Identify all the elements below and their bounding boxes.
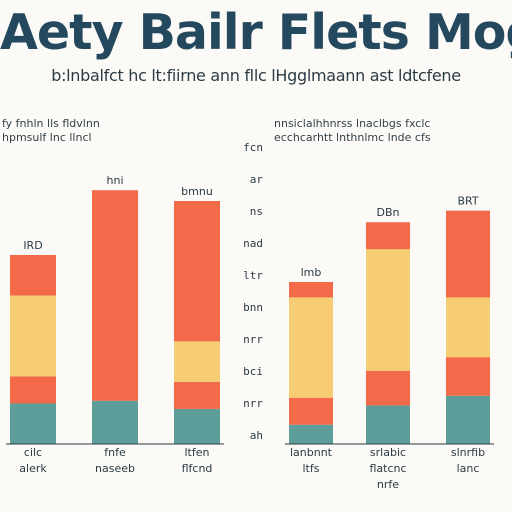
chart-title: Aety Bailr Flets Mogfy [0, 4, 512, 61]
bar-segment [366, 405, 410, 444]
y-tick-label: ltr [243, 269, 263, 282]
bar-top-label: BRT [457, 195, 478, 208]
x-category-label: lanbnnt [290, 446, 333, 459]
chart-note: fy fnhln lls fldvlnn [2, 117, 100, 130]
bar-segment [174, 201, 220, 342]
bar-segment [174, 381, 220, 409]
x-category-label: srlabic [370, 446, 406, 459]
bar-segment [10, 376, 56, 404]
bar-top-label: DBn [377, 206, 400, 219]
bar-segment [289, 424, 333, 444]
right-chart-panel: nnsiclalhhnrss lnaclbgs fxclcecchcarhtt … [243, 117, 494, 491]
bar-top-label: lmb [301, 266, 322, 279]
y-tick-label: nrr [243, 397, 263, 410]
y-tick-label: fcn [243, 141, 263, 154]
x-category-label: cilc [24, 446, 42, 459]
bar-segment [289, 282, 333, 298]
x-category-label: alerk [19, 462, 47, 475]
x-category-label: flatcnc [369, 462, 406, 475]
bar-segment [92, 190, 138, 401]
chart-note: ecchcarhtt lnthnlmc lnde cfs [274, 131, 431, 144]
y-tick-label: bnn [243, 301, 263, 314]
bar-segment [10, 295, 56, 377]
chart-note: hpmsulf lnc llncl [2, 131, 92, 144]
x-category-label: ltfen [185, 446, 210, 459]
x-category-label: nrfe [377, 478, 399, 491]
bar-segment [10, 403, 56, 444]
y-tick-label: nad [243, 237, 263, 250]
bar-segment [289, 397, 333, 425]
bar-segment [174, 408, 220, 444]
bar-segment [446, 297, 490, 358]
x-category-label: flfcnd [182, 462, 213, 475]
bar-segment [366, 222, 410, 250]
y-tick-label: ar [250, 173, 264, 186]
bar-segment [366, 370, 410, 406]
bar-segment [366, 249, 410, 371]
bar-segment [446, 210, 490, 298]
bar-segment [10, 255, 56, 296]
y-tick-label: bci [243, 365, 263, 378]
x-category-label: ltfs [303, 462, 320, 475]
y-tick-label: nrr [243, 333, 263, 346]
y-tick-label: ns [250, 205, 263, 218]
x-category-label: slnrfib [451, 446, 485, 459]
bar-top-label: bmnu [181, 185, 213, 198]
bar-top-label: IRD [23, 239, 42, 252]
bar-top-label: hni [107, 174, 124, 187]
x-category-label: fnfe [104, 446, 126, 459]
chart-subtitle: b:lnbalfct hc lt:fiirne ann fllc lHgglma… [51, 66, 461, 85]
bar-segment [289, 297, 333, 398]
x-category-label: lanc [457, 462, 480, 475]
chart-note: nnsiclalhhnrss lnaclbgs fxclc [274, 117, 430, 130]
bar-segment [92, 400, 138, 444]
bar-segment [446, 357, 490, 396]
bar-segment [174, 341, 220, 382]
x-category-label: naseeb [95, 462, 135, 475]
y-tick-label: ah [250, 429, 263, 442]
bar-segment [446, 395, 490, 444]
